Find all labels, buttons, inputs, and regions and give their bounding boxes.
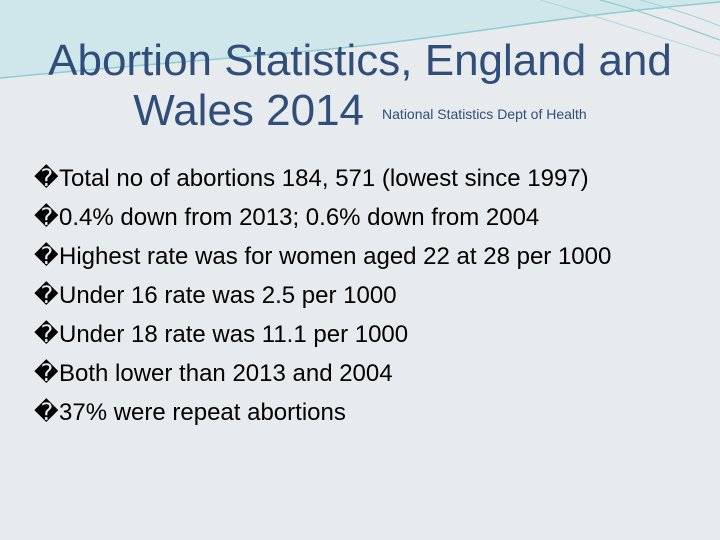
bullet-item: � Both lower than 2013 and 2004 [34,359,684,389]
title-line-2-row: Wales 2014 National Statistics Dept of He… [133,86,586,136]
bullet-text: 0.4% down from 2013; 0.6% down from 2004 [59,204,540,231]
slide-subtitle: National Statistics Dept of Health [382,106,587,122]
bullet-text: 37% were repeat abortions [59,399,346,426]
bullet-item: � Total no of abortions 184, 571 (lowest … [34,164,684,194]
bullet-glyph: � [34,321,59,348]
bullet-text: Total no of abortions 184, 571 (lowest s… [59,165,589,192]
bullet-glyph: � [34,165,59,192]
bullet-text: Under 18 rate was 11.1 per 1000 [59,321,409,348]
bullet-text: Both lower than 2013 and 2004 [59,360,393,387]
bullet-text: Highest rate was for women aged 22 at 28… [59,243,612,270]
bullet-glyph: � [34,282,59,309]
bullet-glyph: � [34,399,59,426]
bullet-item: � 0.4% down from 2013; 0.6% down from 200… [34,203,684,233]
bullet-item: � Under 16 rate was 2.5 per 1000 [34,281,684,311]
bullet-glyph: � [34,204,59,231]
bullet-list: � Total no of abortions 184, 571 (lowest … [34,164,684,437]
slide-title: Abortion Statistics, England and Wales 2… [0,36,720,136]
title-line-1: Abortion Statistics, England and [48,36,672,85]
bullet-glyph: � [34,243,59,270]
bullet-glyph: � [34,360,59,387]
title-line-2: Wales 2014 [133,86,365,135]
bullet-item: � Highest rate was for women aged 22 at 2… [34,242,684,272]
decorative-wave-shape [0,0,720,79]
bullet-item: � 37% were repeat abortions [34,398,684,428]
bullet-item: � Under 18 rate was 11.1 per 1000 [34,320,684,350]
bullet-text: Under 16 rate was 2.5 per 1000 [59,282,397,309]
